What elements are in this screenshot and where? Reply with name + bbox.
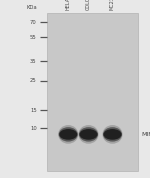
Ellipse shape [103,127,122,142]
Ellipse shape [59,129,77,140]
Text: 55: 55 [30,35,37,40]
Text: MIF: MIF [141,132,150,137]
Ellipse shape [79,127,98,142]
Text: 25: 25 [30,78,37,83]
Ellipse shape [102,125,123,144]
Text: 70: 70 [30,20,37,25]
Text: COLO320: COLO320 [86,0,91,10]
Bar [46,13,138,171]
Ellipse shape [103,129,122,140]
Ellipse shape [59,127,78,142]
Text: HELA: HELA [66,0,71,10]
Ellipse shape [78,125,99,144]
Text: 15: 15 [30,108,37,113]
Ellipse shape [58,125,78,144]
Ellipse shape [80,129,98,140]
Text: KDa: KDa [26,5,37,10]
Text: 35: 35 [30,59,37,64]
Text: 10: 10 [30,126,37,131]
Text: MC231: MC231 [110,0,115,10]
